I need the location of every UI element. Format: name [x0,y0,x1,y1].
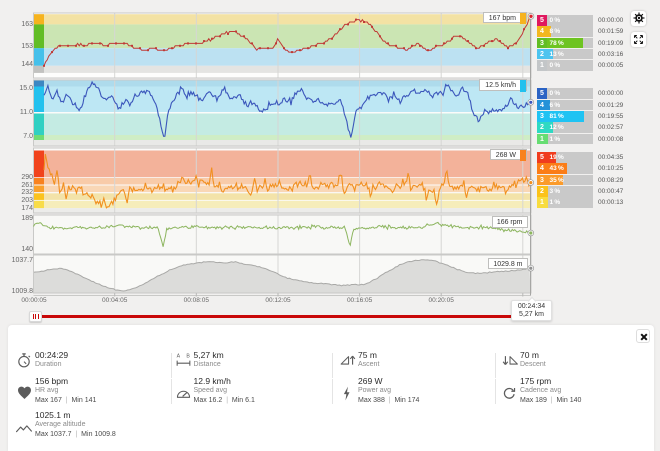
svg-text:A: A [177,353,181,359]
svg-text:B: B [186,353,190,359]
